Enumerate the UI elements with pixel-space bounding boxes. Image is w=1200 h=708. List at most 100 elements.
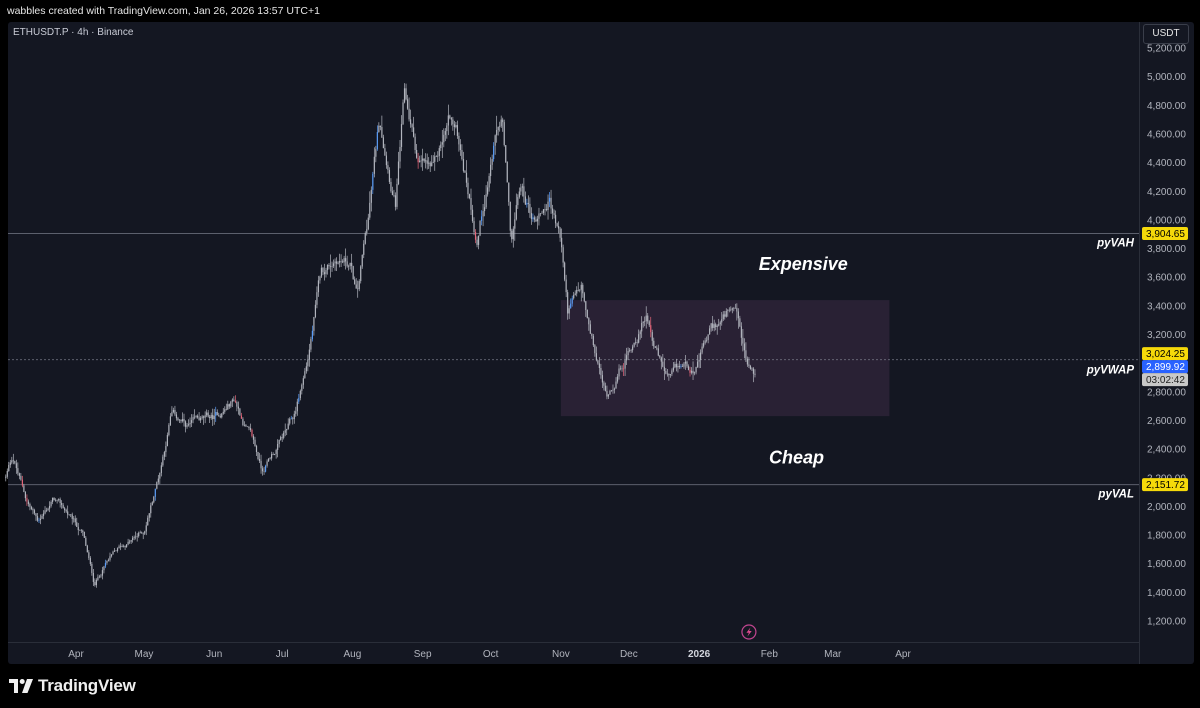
candle (141, 531, 143, 534)
candle (166, 432, 168, 447)
candle (580, 281, 582, 302)
candle (122, 544, 125, 548)
candle-body (523, 186, 525, 197)
candle (514, 212, 516, 241)
candle-body (548, 197, 551, 202)
candle-body (328, 264, 330, 267)
symbol-info[interactable]: ETHUSDT.P · 4h · Binance (13, 27, 134, 38)
candle-body (397, 161, 400, 185)
candle-body (305, 366, 307, 372)
candle-body (414, 136, 416, 151)
vwap-price-tag-text: 3,024.25 (1146, 349, 1185, 360)
candle-body (77, 526, 79, 531)
candle-body (467, 182, 469, 195)
candle-body (159, 472, 161, 479)
candle-body (252, 436, 255, 440)
candle (456, 120, 459, 139)
candle (408, 97, 410, 122)
candle (453, 120, 455, 136)
candle (70, 514, 72, 518)
candle-body (283, 432, 285, 438)
candle-body (39, 518, 42, 521)
candle (74, 515, 76, 526)
candle-body (186, 425, 188, 427)
candle (76, 517, 78, 528)
candle (332, 259, 335, 269)
candle-body (554, 214, 557, 224)
tradingview-logo[interactable]: TradingView (9, 676, 136, 696)
candle (567, 289, 569, 320)
candle-body (428, 162, 430, 164)
candle-body (545, 209, 548, 210)
candle (345, 248, 347, 270)
candle (97, 574, 99, 582)
candle-body (343, 258, 345, 263)
candle-body (332, 263, 335, 267)
candle (651, 329, 653, 346)
candle-body (541, 212, 543, 214)
currency-button[interactable]: USDT (1143, 24, 1189, 44)
candle (598, 357, 600, 375)
candle-body (707, 334, 709, 340)
candle-body (529, 203, 531, 214)
candle-body (51, 497, 54, 502)
candle (473, 217, 475, 236)
candle (417, 152, 419, 169)
candle (538, 207, 540, 226)
candle (565, 274, 567, 298)
candle (470, 188, 472, 215)
candle-body (699, 352, 702, 360)
candle-body (544, 209, 546, 210)
candle-body (437, 155, 439, 157)
candle-body (166, 435, 168, 447)
candle-body (180, 419, 182, 422)
y-axis: 1,200.00 1,400.00 1,600.00 1,800.00 2,000.00… (1147, 44, 1186, 628)
candle-body (269, 458, 271, 459)
candle-body (477, 235, 480, 245)
candle (47, 507, 49, 512)
candle (249, 423, 252, 432)
candle-body (44, 510, 46, 514)
candle (428, 157, 430, 169)
candle (271, 451, 273, 461)
candle-body (502, 119, 504, 123)
candle-body (104, 562, 107, 567)
candle-body (378, 125, 380, 133)
candle-body (625, 355, 628, 361)
candle (736, 303, 738, 321)
candle-body (462, 158, 465, 171)
candle-body (376, 132, 378, 150)
candle (269, 456, 271, 460)
candle (150, 502, 152, 518)
candle-body (737, 311, 739, 319)
candle-body (73, 518, 75, 520)
candle-body (113, 550, 116, 552)
candle (326, 264, 329, 275)
candle-body (342, 261, 344, 263)
candle-body (613, 388, 616, 390)
candle-body (719, 322, 721, 325)
candle (541, 210, 543, 214)
candle (493, 142, 495, 162)
candle (190, 414, 193, 428)
y-tick-label: 5,000.00 (1147, 72, 1186, 83)
y-tick-label: 1,200.00 (1147, 617, 1186, 628)
candle-body (281, 437, 283, 438)
candle (110, 554, 113, 558)
candle-body (45, 510, 48, 511)
x-tick-label: Dec (620, 649, 638, 660)
candle (731, 307, 733, 314)
candle (258, 452, 261, 464)
last-price-tag-text: 2,899.92 (1146, 362, 1185, 373)
candle (132, 535, 134, 543)
candle (491, 154, 493, 170)
candle-body (76, 522, 78, 527)
candle-body (619, 368, 622, 370)
candle-body (165, 446, 167, 453)
candle (400, 115, 403, 152)
candle (441, 129, 443, 159)
candle-body (351, 262, 353, 267)
candle-body (594, 345, 596, 354)
candle (641, 316, 643, 338)
